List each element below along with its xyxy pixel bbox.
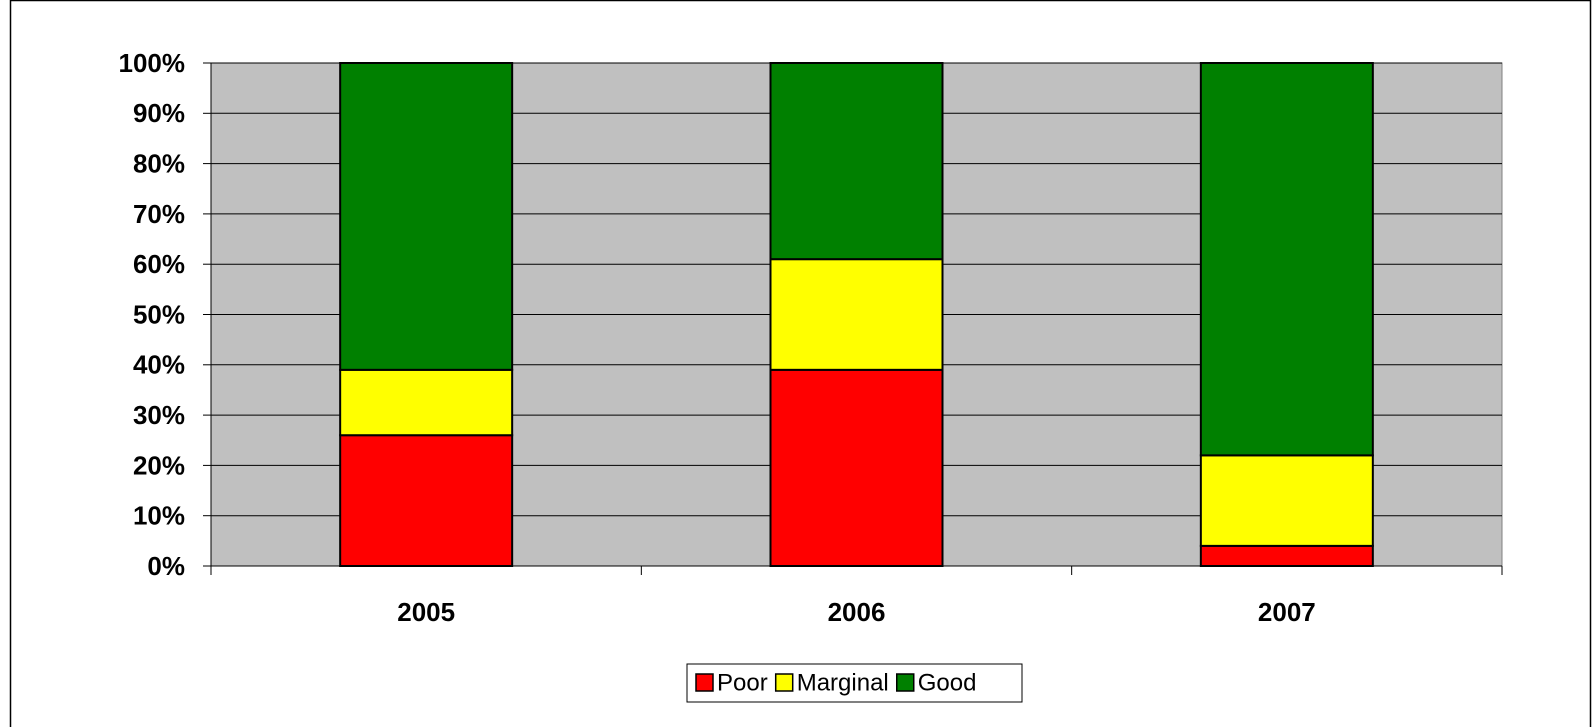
- y-tick-label: 10%: [133, 501, 185, 531]
- legend-swatch: [695, 673, 714, 692]
- x-tick-label: 2007: [1258, 597, 1316, 627]
- legend-label: Marginal: [797, 669, 889, 696]
- y-tick-label: 40%: [133, 350, 185, 380]
- y-tick-label: 60%: [133, 249, 185, 279]
- legend-swatch: [896, 673, 915, 692]
- x-tick-label: 2005: [397, 597, 455, 627]
- y-tick-label: 30%: [133, 400, 185, 430]
- y-tick-label: 100%: [119, 48, 186, 78]
- bar-segment: [339, 62, 514, 371]
- y-tick-label: 50%: [133, 299, 185, 329]
- y-tick-label: 90%: [133, 98, 185, 128]
- legend-label: Good: [918, 669, 977, 696]
- bar-segment: [769, 258, 944, 371]
- bar-segment: [1199, 62, 1374, 457]
- legend-swatch: [774, 673, 794, 692]
- y-tick-label: 0%: [147, 551, 185, 581]
- bar-segment: [769, 62, 944, 261]
- y-tick-label: 80%: [133, 148, 185, 178]
- bar-segment: [339, 434, 514, 567]
- legend-box: [686, 663, 1023, 703]
- y-tick-label: 20%: [133, 450, 185, 480]
- legend-label: Poor: [717, 669, 768, 696]
- y-tick-label: 70%: [133, 199, 185, 229]
- x-tick-label: 2006: [828, 597, 886, 627]
- bar-segment: [769, 368, 944, 567]
- bar-segment: [1199, 454, 1374, 547]
- bar-segment: [339, 368, 514, 437]
- bar-segment: [1199, 544, 1374, 568]
